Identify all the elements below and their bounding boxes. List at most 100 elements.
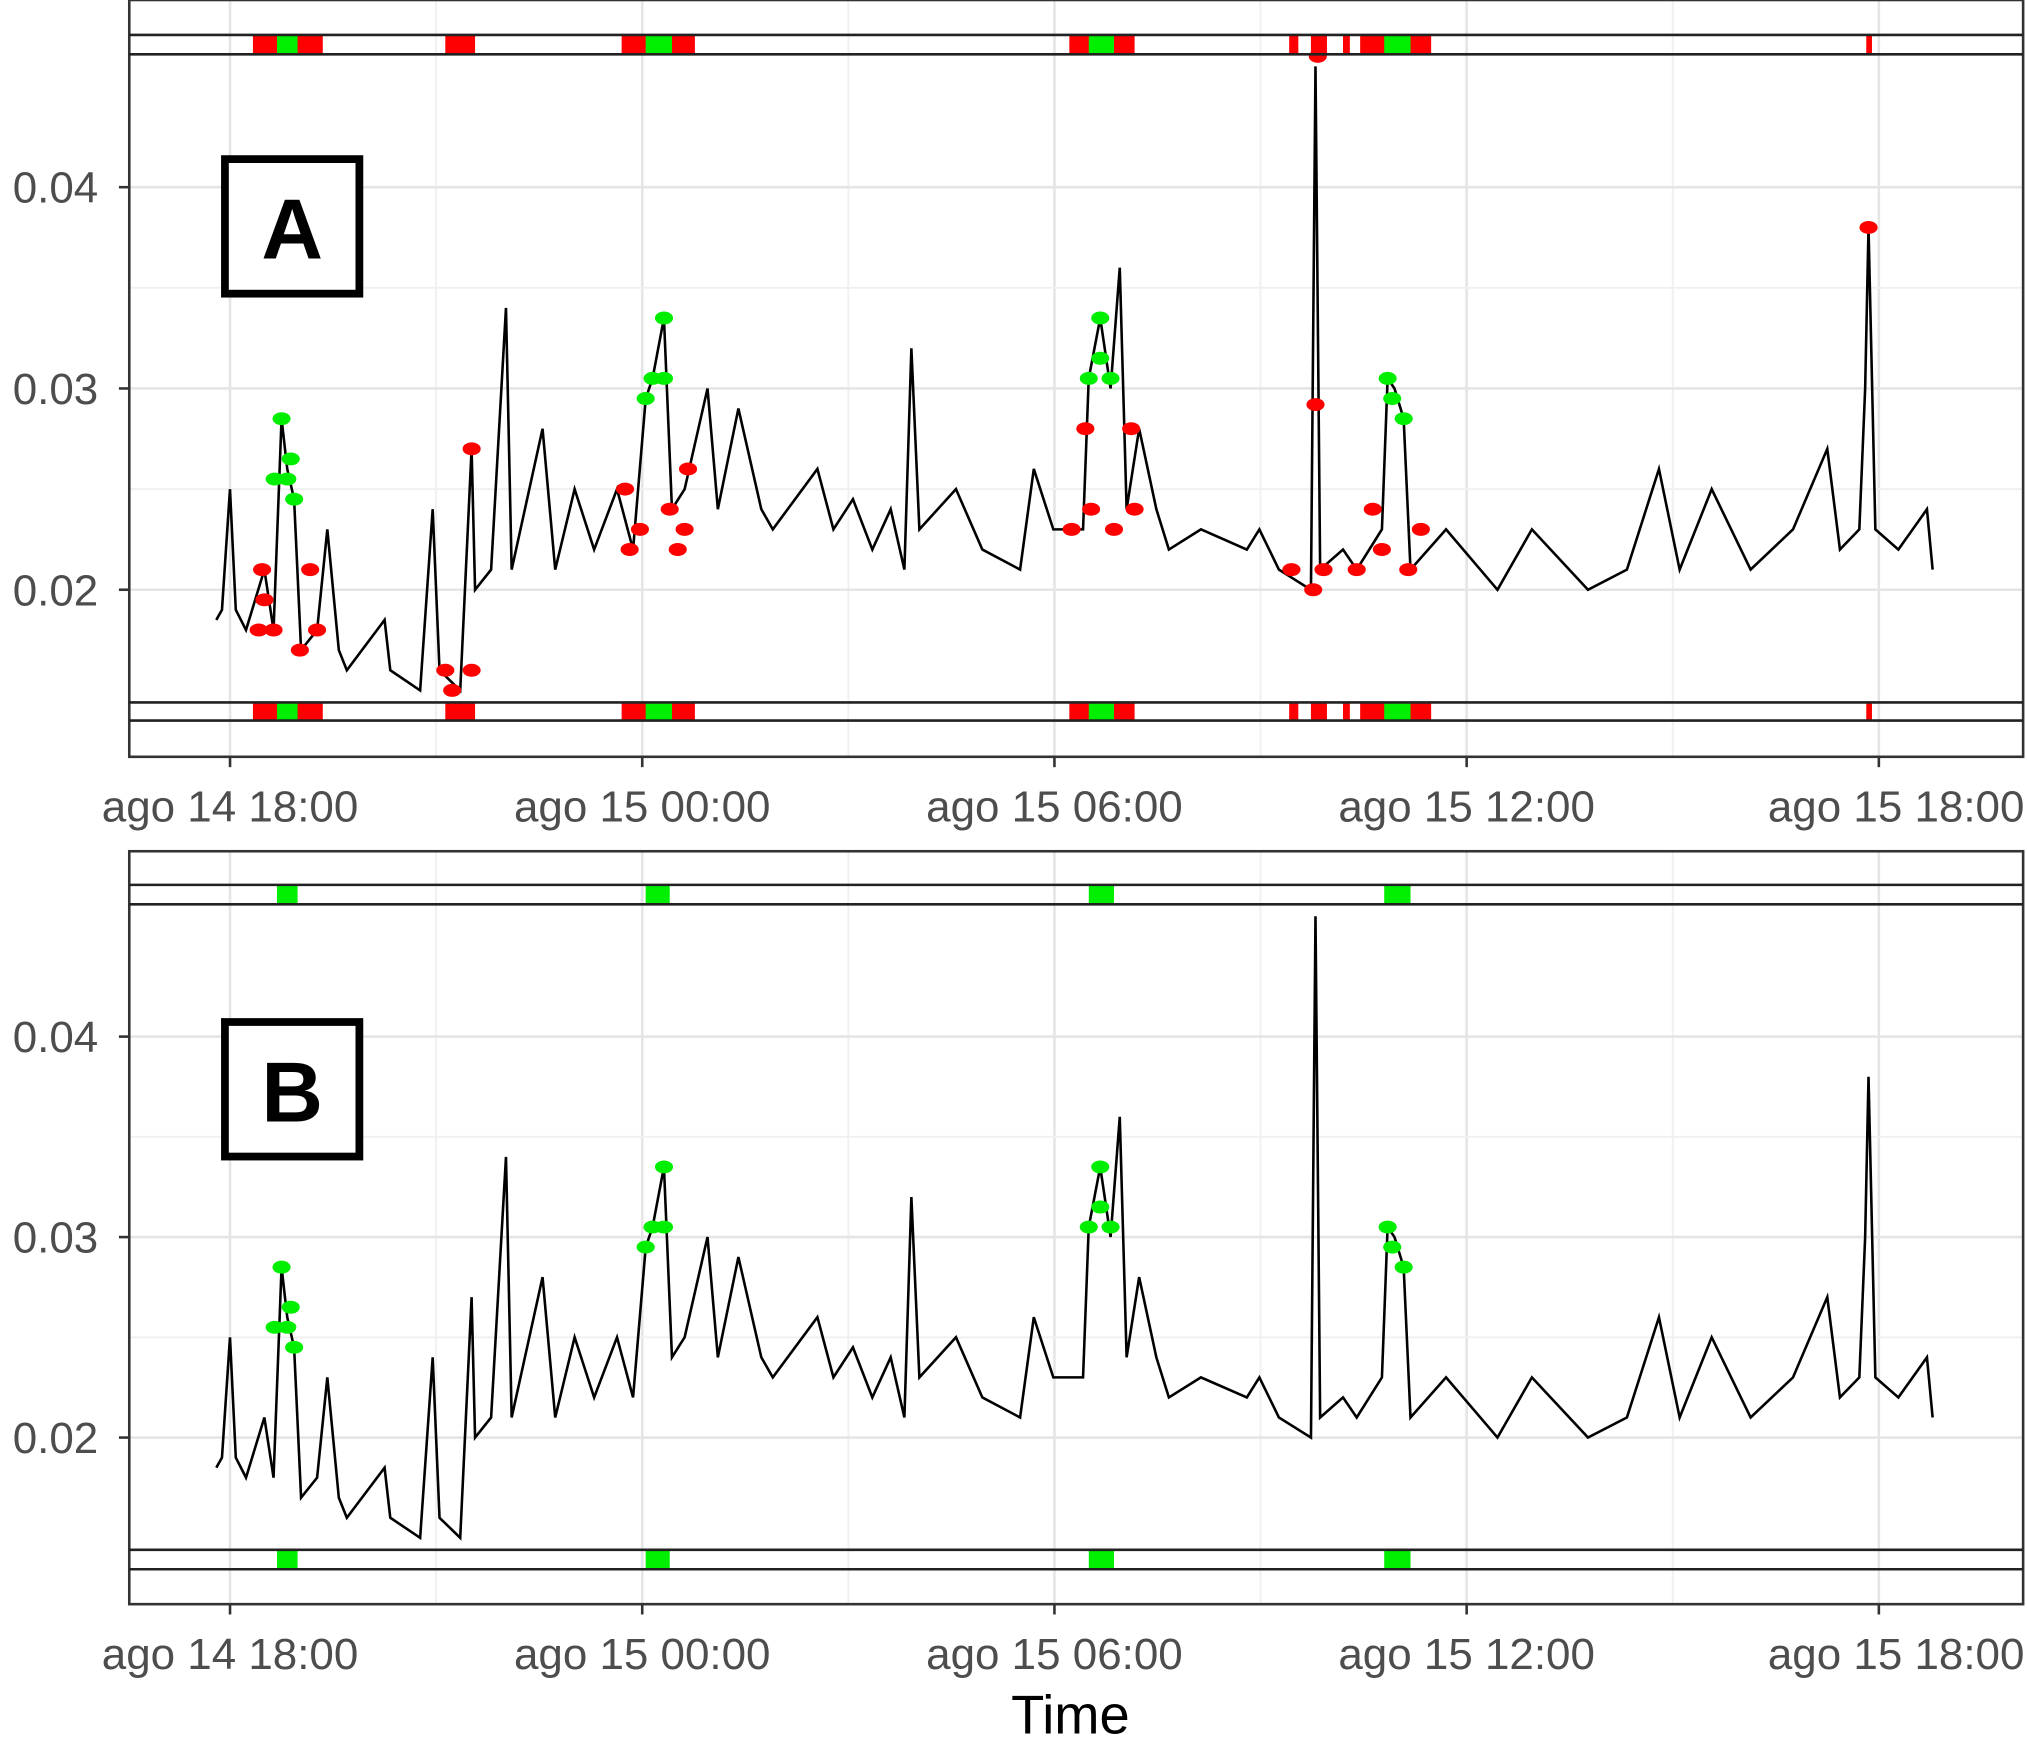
panel-border xyxy=(127,0,2025,759)
anomaly-band xyxy=(1088,34,1114,55)
point xyxy=(1091,1160,1110,1174)
point xyxy=(1308,49,1327,63)
x-tick-label: ago 15 06:00 xyxy=(926,1630,1183,1679)
anomaly-band xyxy=(1384,34,1411,55)
point xyxy=(255,593,274,607)
anomaly-band xyxy=(276,1549,298,1570)
panel-label-box xyxy=(221,155,364,298)
point xyxy=(654,371,674,385)
point xyxy=(436,663,455,677)
point xyxy=(1079,1220,1098,1234)
point xyxy=(620,543,639,556)
y-tick-label: 0.04 xyxy=(13,164,99,213)
point xyxy=(654,1160,674,1174)
anomaly-band xyxy=(1310,34,1327,55)
point xyxy=(654,1220,674,1234)
panel-label: A xyxy=(261,183,323,278)
x-tick-label: ago 15 12:00 xyxy=(1338,782,1595,831)
point xyxy=(1082,502,1101,516)
point xyxy=(278,472,297,486)
point xyxy=(285,492,304,506)
anomaly-band xyxy=(645,884,670,905)
point xyxy=(1347,563,1366,577)
point xyxy=(1091,351,1110,365)
anomaly-band xyxy=(1866,702,1872,721)
point xyxy=(636,1240,655,1254)
point xyxy=(668,543,687,556)
y-tick-label: 0.03 xyxy=(13,365,99,414)
series-line xyxy=(215,916,1934,1541)
series-line xyxy=(215,66,1934,694)
point xyxy=(264,623,283,637)
point xyxy=(1091,1200,1110,1214)
anomaly-band xyxy=(645,34,673,55)
point xyxy=(1383,1240,1402,1254)
point xyxy=(1125,502,1144,516)
anomaly-band xyxy=(1384,884,1411,905)
point xyxy=(443,683,462,697)
point xyxy=(285,1340,304,1354)
point xyxy=(265,1320,284,1334)
anomaly-band xyxy=(276,702,298,721)
point xyxy=(675,522,694,536)
anomaly-band xyxy=(1342,702,1350,721)
x-tick-label: ago 15 12:00 xyxy=(1338,1630,1595,1679)
anomaly-band xyxy=(445,34,476,55)
point xyxy=(1101,1220,1120,1234)
y-tick-label: 0.03 xyxy=(13,1214,99,1263)
x-tick-label: ago 14 18:00 xyxy=(102,782,359,831)
anomaly-band xyxy=(276,34,298,55)
x-tick-label: ago 15 00:00 xyxy=(514,782,771,831)
point xyxy=(265,472,284,486)
point xyxy=(1363,502,1382,516)
anomaly-band xyxy=(1342,34,1350,55)
point xyxy=(1122,422,1141,436)
point xyxy=(1372,543,1391,556)
anomaly-band xyxy=(1310,702,1327,721)
point xyxy=(253,563,272,577)
point xyxy=(1282,563,1301,577)
point xyxy=(1101,371,1120,385)
point xyxy=(1079,371,1098,385)
point xyxy=(630,522,649,536)
anomaly-band xyxy=(1088,702,1114,721)
panel: 0.02 0.03 0.04 ago 14 18:00 ago 15 00:00 ago … xyxy=(13,0,2025,831)
anomaly-band xyxy=(1384,1549,1411,1570)
point xyxy=(1306,398,1325,412)
anomaly-band xyxy=(445,702,476,721)
point xyxy=(462,663,481,677)
point xyxy=(1104,522,1124,536)
panel: 0.02 0.03 0.04 ago 14 18:00 ago 15 00:00 ago … xyxy=(13,849,2025,1740)
point xyxy=(1394,1260,1413,1274)
panel-label: B xyxy=(261,1046,323,1141)
point xyxy=(462,442,481,456)
x-tick-label: ago 15 18:00 xyxy=(1768,1630,2025,1679)
anomaly-band xyxy=(1289,702,1299,721)
point xyxy=(272,412,291,426)
point xyxy=(1378,371,1397,385)
point xyxy=(272,1260,291,1274)
anomaly-band xyxy=(276,884,298,905)
anomaly-band xyxy=(1088,884,1114,905)
point xyxy=(1076,422,1095,436)
x-tick-label: ago 14 18:00 xyxy=(102,1630,359,1679)
point xyxy=(281,1300,300,1314)
point xyxy=(249,623,268,637)
point xyxy=(290,643,309,657)
point xyxy=(308,623,327,637)
point xyxy=(278,1320,297,1334)
anomaly-band xyxy=(645,702,673,721)
point xyxy=(1378,1220,1397,1234)
point xyxy=(301,563,320,577)
point xyxy=(660,502,679,516)
point xyxy=(1394,412,1413,426)
y-tick-label: 0.02 xyxy=(13,566,99,615)
panel-border xyxy=(127,849,2025,1606)
point xyxy=(1062,522,1081,536)
anomaly-band xyxy=(1866,34,1872,55)
anomaly-band xyxy=(1289,34,1299,55)
point xyxy=(636,392,655,405)
x-tick-label: ago 15 00:00 xyxy=(514,1630,771,1679)
panel-label-box xyxy=(221,1018,364,1161)
